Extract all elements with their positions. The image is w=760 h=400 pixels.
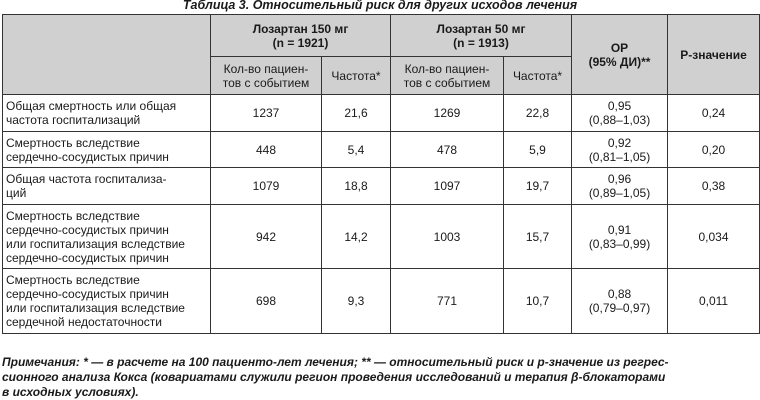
table-row: Общая частота госпитализа- ций 1079 18,8…	[2, 167, 760, 205]
header-count-2: Кол-во пациен- тов с событием	[390, 56, 505, 95]
rate-150: 14,2	[320, 204, 392, 269]
p-value: 0,38	[667, 167, 760, 205]
p-value: 0,011	[667, 268, 760, 334]
count-50: 771	[390, 268, 505, 334]
table-row: Общая смертность или общая частота госпи…	[2, 94, 760, 132]
rate-50: 22,8	[503, 94, 573, 132]
odds-ratio: 0,96 (0,89–1,05)	[571, 167, 669, 205]
table-row: Смертность вследствие сердечно-сосудисты…	[2, 268, 760, 334]
rate-50: 15,7	[503, 204, 573, 269]
count-50: 1269	[390, 94, 505, 132]
p-value: 0,24	[667, 94, 760, 132]
rate-150: 18,8	[320, 167, 392, 205]
header-p-value: Р-значение	[667, 14, 760, 95]
table-row: Смертность вследствие сердечно-сосудисты…	[2, 131, 760, 168]
rate-150: 5,4	[320, 131, 392, 168]
rate-50: 5,9	[503, 131, 573, 168]
table-caption: Таблица 3. Относительный риск для других…	[182, 0, 578, 12]
p-value: 0,20	[667, 131, 760, 168]
rate-50: 19,7	[503, 167, 573, 205]
count-150: 1237	[210, 94, 322, 132]
header-label-empty	[2, 14, 211, 95]
header-rate-2: Частота*	[503, 56, 573, 95]
header-losartan-150: Лозартан 150 мг (n = 1921)	[209, 14, 392, 57]
outcome-label: Общая смертность или общая частота госпи…	[2, 94, 211, 132]
outcomes-table: Лозартан 150 мг (n = 1921) Лозартан 50 м…	[2, 14, 760, 334]
table-row: Смертность вследствие сердечно-сосудисты…	[2, 204, 760, 269]
outcome-label: Общая частота госпитализа- ций	[2, 167, 211, 205]
p-value: 0,034	[667, 204, 760, 269]
count-50: 1003	[390, 204, 505, 269]
outcome-label: Смертность вследствие сердечно-сосудисты…	[2, 204, 211, 269]
header-losartan-50: Лозартан 50 мг (n = 1913)	[390, 14, 573, 57]
count-50: 478	[390, 131, 505, 168]
count-150: 1079	[210, 167, 322, 205]
odds-ratio: 0,92 (0,81–1,05)	[571, 131, 669, 168]
count-150: 448	[210, 131, 322, 168]
header-or: ОР (95% ДИ)**	[571, 14, 669, 95]
outcome-label: Смертность вследствие сердечно-сосудисты…	[2, 268, 211, 334]
count-150: 942	[210, 204, 322, 269]
rate-50: 10,7	[503, 268, 573, 334]
odds-ratio: 0,95 (0,88–1,03)	[571, 94, 669, 132]
outcome-label: Смертность вследствие сердечно-сосудисты…	[2, 131, 211, 168]
table-footnote: Примечания: * — в расчете на 100 пациент…	[2, 355, 669, 399]
rate-150: 9,3	[320, 268, 392, 334]
rate-150: 21,6	[320, 94, 392, 132]
count-50: 1097	[390, 167, 505, 205]
count-150: 698	[210, 268, 322, 334]
odds-ratio: 0,88 (0,79–0,97)	[571, 268, 669, 334]
header-rate-1: Частота*	[320, 56, 392, 95]
odds-ratio: 0,91 (0,83–0,99)	[571, 204, 669, 269]
header-count-1: Кол-во пациен- тов с событием	[210, 56, 322, 95]
